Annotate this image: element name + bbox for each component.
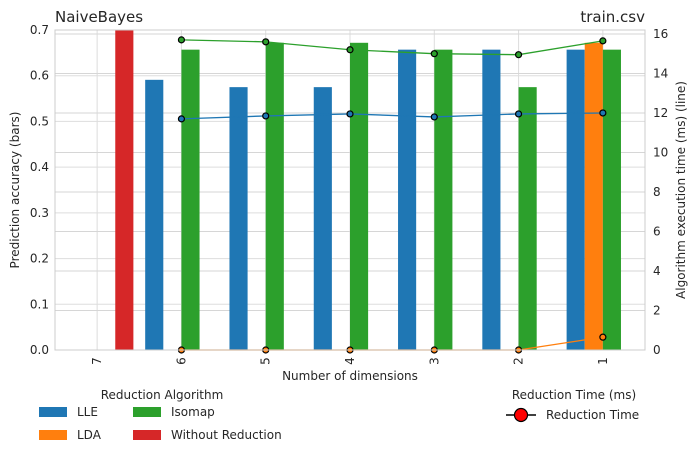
bar-without-reduction-7 — [115, 30, 134, 350]
legend-label-isomap: Isomap — [171, 405, 215, 419]
point-lle-6 — [177, 115, 186, 123]
y-right-tick-label: 10 — [653, 145, 668, 159]
legend-label-lda: LDA — [77, 428, 102, 442]
bar-lle-5 — [229, 87, 248, 351]
bar-lle-2 — [482, 49, 501, 351]
chart-title-right: train.csv — [580, 8, 645, 26]
x-tick-labels: 7 6 5 4 3 2 1 — [90, 357, 610, 365]
bar-isomap-5 — [265, 42, 284, 351]
plot-frame — [54, 29, 646, 351]
point-isomap-2 — [514, 51, 523, 59]
y-left-tick-label: 0.1 — [30, 297, 49, 311]
point-lda-1 — [599, 333, 607, 341]
bars — [115, 30, 621, 351]
point-isomap-6 — [177, 36, 186, 44]
point-lle-2 — [514, 110, 523, 118]
point-lle-4 — [346, 110, 354, 118]
y-left-tick-labels: 0.0 0.1 0.2 0.3 0.4 0.5 0.6 0.7 — [30, 23, 49, 357]
bar-lle-6 — [145, 79, 164, 350]
x-tick-label: 4 — [343, 357, 357, 365]
legend-swatch-isomap — [133, 407, 161, 417]
y-right-tick-label: 12 — [653, 106, 668, 120]
bar-isomap-1 — [602, 49, 621, 351]
bar-lda-1 — [584, 42, 603, 351]
x-axis-label: Number of dimensions — [282, 369, 418, 383]
y-left-tick-label: 0.4 — [30, 160, 49, 174]
legend-time-label: Reduction Time — [546, 408, 639, 422]
bar-lle-3 — [398, 49, 417, 351]
x-tick-label: 2 — [512, 357, 526, 365]
y-axis-right-label: Algorithm execution time (ms) (line) — [674, 81, 688, 299]
point-isomap-5 — [262, 38, 270, 46]
legend-reduction-algorithm: Reduction Algorithm LLE LDA Isomap Witho… — [39, 388, 282, 442]
legend-time-marker — [513, 407, 529, 423]
y-axis-left-label: Prediction accuracy (bars) — [8, 112, 22, 269]
legend-label-without-reduction: Without Reduction — [171, 428, 282, 442]
legend-time-title: Reduction Time (ms) — [512, 388, 636, 402]
y-right-tick-label: 2 — [653, 303, 661, 317]
bar-isomap-3 — [434, 49, 453, 351]
y-left-tick-label: 0.6 — [30, 69, 49, 83]
y-right-tick-label: 4 — [653, 264, 661, 278]
x-tick-label: 7 — [90, 357, 104, 365]
legend-title: Reduction Algorithm — [101, 388, 224, 402]
y-left-tick-label: 0.2 — [30, 252, 49, 266]
x-tick-label: 6 — [174, 357, 188, 365]
bar-isomap-2 — [518, 87, 537, 351]
bar-isomap-4 — [350, 42, 369, 351]
y-right-tick-label: 14 — [653, 66, 668, 80]
legend-swatch-without-reduction — [133, 430, 161, 440]
x-tick-label: 3 — [427, 357, 441, 365]
y-left-tick-label: 0.0 — [30, 343, 49, 357]
y-right-tick-label: 6 — [653, 224, 661, 238]
point-isomap-4 — [346, 46, 354, 54]
y-right-tick-label: 8 — [653, 185, 661, 199]
bar-lle-1 — [566, 49, 585, 351]
x-tick-label: 5 — [259, 357, 273, 365]
point-lle-5 — [262, 112, 270, 120]
line-lle — [181, 112, 603, 120]
y-right-tick-label: 0 — [653, 343, 661, 357]
legend-swatch-lle — [39, 407, 67, 417]
legend-reduction-time: Reduction Time (ms) Reduction Time — [506, 388, 639, 423]
x-tick-label: 1 — [596, 357, 610, 365]
y-right-tick-labels: 0 2 4 6 8 10 12 14 16 — [653, 27, 668, 357]
line-isomap — [181, 39, 603, 56]
bar-lle-4 — [313, 87, 332, 351]
point-isomap-1 — [599, 37, 607, 45]
y-left-tick-label: 0.7 — [30, 23, 49, 37]
y-right-tick-label: 16 — [653, 27, 668, 41]
point-isomap-3 — [430, 50, 438, 58]
bar-isomap-6 — [181, 49, 200, 351]
chart-title-left: NaiveBayes — [55, 8, 143, 26]
y-left-tick-label: 0.3 — [30, 206, 49, 220]
point-lle-1 — [599, 109, 607, 117]
y-left-tick-label: 0.5 — [30, 114, 49, 128]
point-lle-3 — [430, 113, 438, 121]
legend-label-lle: LLE — [77, 405, 98, 419]
legend-swatch-lda — [39, 430, 67, 440]
